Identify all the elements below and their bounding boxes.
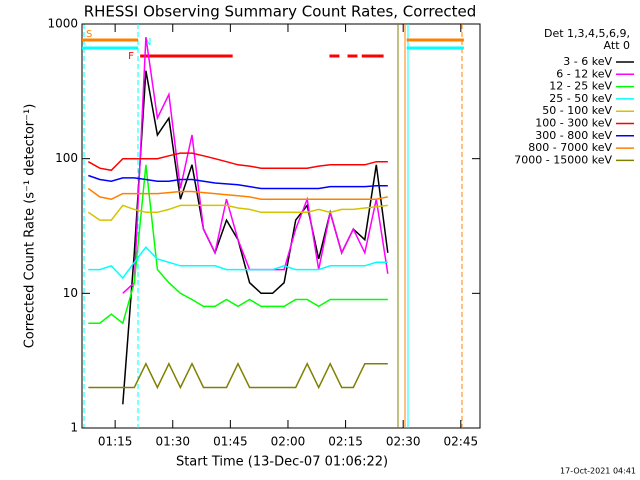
footer: 17-Oct-2021 04:41: [560, 467, 636, 476]
legend-label: 100 - 300 keV: [535, 117, 612, 130]
x-tick-label: 02:30: [386, 435, 421, 449]
legend-label: 25 - 50 keV: [549, 92, 612, 105]
legend-label: 7000 - 15000 keV: [514, 153, 612, 166]
x-tick-label: 01:15: [98, 435, 133, 449]
chart-title: RHESSI Observing Summary Count Rates, Co…: [84, 3, 477, 21]
legend-label: 3 - 6 keV: [563, 55, 612, 68]
series-line: [88, 164, 388, 325]
series-line: [88, 361, 388, 390]
y-tick-label: 10: [63, 286, 78, 300]
series-line: [88, 246, 388, 280]
legend-label: 6 - 12 keV: [556, 67, 612, 80]
series-line: [87, 204, 388, 221]
legend-label: 12 - 25 keV: [549, 80, 612, 93]
legend-title: Att 0: [604, 39, 630, 52]
series-line: [122, 70, 389, 405]
flag-label: F: [128, 51, 134, 62]
flag-label: S: [86, 29, 92, 40]
legend-label: 50 - 100 keV: [542, 104, 612, 117]
x-axis-label: Start Time (13-Dec-07 01:06:22): [176, 455, 388, 470]
series-line: [87, 187, 388, 200]
legend-title: Det 1,3,4,5,6,9,: [544, 27, 630, 40]
plot-frame: [81, 23, 481, 429]
y-tick-label: 100: [55, 151, 78, 165]
y-tick-label: 1: [70, 421, 78, 435]
y-tick-label: 1000: [47, 17, 78, 31]
legend-label: 300 - 800 keV: [535, 129, 612, 142]
x-tick-label: 02:00: [271, 435, 306, 449]
legend-label: 800 - 7000 keV: [528, 141, 612, 154]
series-line: [88, 174, 388, 190]
x-tick-label: 01:45: [213, 435, 248, 449]
flag-label: N: [144, 37, 151, 48]
y-axis-label: Corrected Count Rate (s⁻¹ detector⁻¹): [23, 104, 38, 349]
series-line: [87, 152, 388, 172]
x-tick-label: 01:30: [155, 435, 190, 449]
x-tick-label: 02:45: [444, 435, 479, 449]
x-tick-label: 02:15: [328, 435, 363, 449]
